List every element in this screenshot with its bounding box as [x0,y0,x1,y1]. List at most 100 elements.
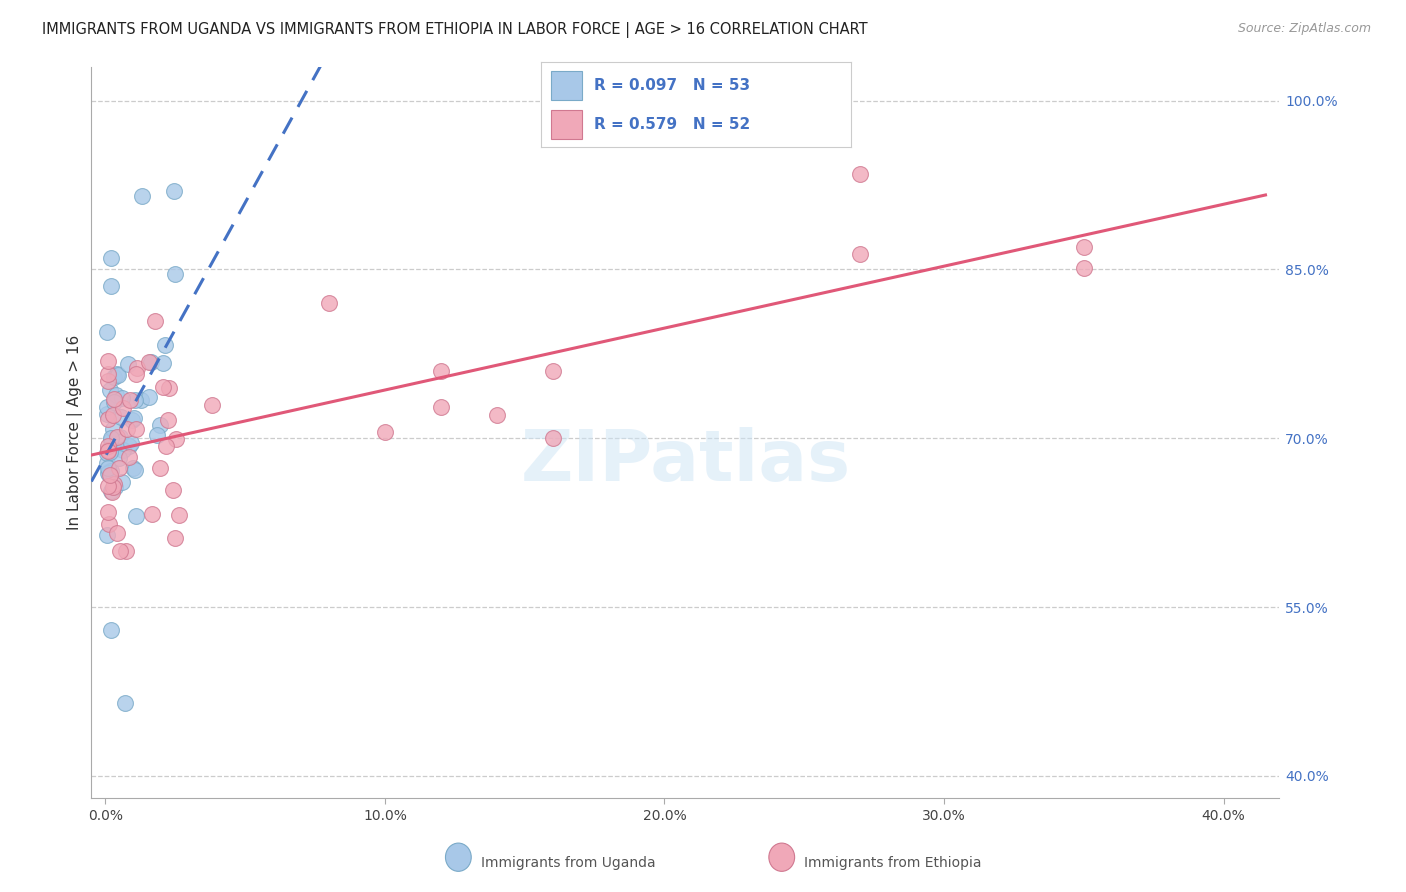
Point [104,480,127,494]
Point [122,410,145,425]
FancyBboxPatch shape [551,110,582,139]
Point [100,464,122,478]
Point [849,247,872,261]
Point [112,401,135,416]
Point [849,167,872,181]
Point [97,412,120,426]
Point [112,443,135,458]
Point [97,505,120,519]
Point [107,461,129,475]
Point [201,398,224,412]
Point [120,392,142,407]
Point [101,422,124,436]
Point [149,417,172,432]
Point [124,392,146,407]
Point [146,428,169,442]
Point [125,422,148,436]
Point [156,413,179,427]
Point [430,364,453,378]
Point [100,251,122,265]
Text: ZIPatlas: ZIPatlas [520,427,851,496]
Point [96,445,118,459]
Point [103,392,125,407]
Point [120,435,142,450]
Point [165,267,187,281]
Point [139,355,162,369]
Point [97,444,120,458]
Point [96,456,118,470]
Point [105,526,128,541]
Point [153,338,176,352]
Point [103,442,125,457]
Point [125,509,148,524]
Point [96,528,118,542]
Point [115,422,138,436]
Point [155,439,177,453]
Point [125,367,148,381]
Point [97,374,120,388]
Point [138,390,160,404]
Point [108,543,131,558]
Point [97,354,120,368]
Point [101,480,124,494]
Point [157,381,180,395]
Text: R = 0.579   N = 52: R = 0.579 N = 52 [593,117,751,132]
Point [96,325,118,339]
Point [97,461,120,475]
Point [101,484,124,499]
Point [141,507,163,521]
Text: Source: ZipAtlas.com: Source: ZipAtlas.com [1237,22,1371,36]
Text: Immigrants from Uganda: Immigrants from Uganda [481,855,655,870]
Point [318,296,340,310]
Point [118,440,141,454]
Point [162,483,184,497]
Point [138,355,160,369]
Point [430,400,453,414]
Point [103,370,125,384]
Point [374,425,396,439]
Text: R = 0.097   N = 53: R = 0.097 N = 53 [593,78,749,93]
Point [100,483,122,498]
Point [97,367,120,381]
Point [108,451,131,466]
Point [163,184,186,198]
Point [131,393,153,408]
Point [100,279,122,293]
Point [97,464,120,478]
Point [100,623,122,637]
Point [125,360,148,375]
Point [103,477,125,491]
Point [114,543,136,558]
Point [1073,240,1095,254]
Point [100,433,122,447]
Point [167,508,190,522]
Point [163,531,186,545]
Text: Immigrants from Ethiopia: Immigrants from Ethiopia [804,855,981,870]
Circle shape [446,843,471,871]
Point [96,400,118,414]
Point [143,314,166,328]
Point [1073,261,1095,276]
Point [541,364,564,378]
Y-axis label: In Labor Force | Age > 16: In Labor Force | Age > 16 [67,335,83,530]
Point [97,466,120,480]
Point [117,357,139,371]
Point [98,467,121,482]
Point [98,467,121,481]
Point [118,450,141,464]
Point [101,408,124,422]
Point [103,395,125,409]
Point [97,439,120,453]
Point [122,461,145,475]
Point [96,407,118,421]
Point [105,367,128,381]
Point [104,387,127,401]
Point [114,696,136,710]
Point [165,432,187,446]
Point [152,379,174,393]
Point [110,410,132,425]
Point [98,517,121,532]
Point [121,413,143,427]
Point [111,391,134,405]
Point [97,443,120,458]
